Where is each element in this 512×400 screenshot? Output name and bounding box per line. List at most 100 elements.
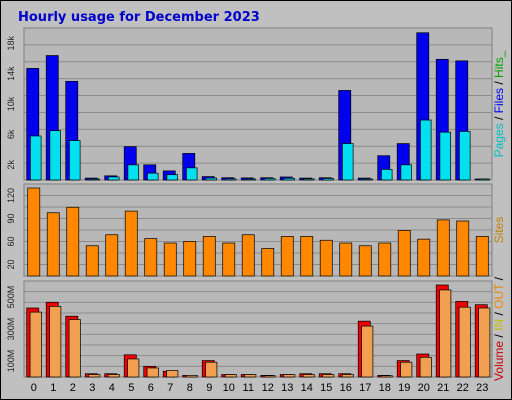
bar-out (478, 307, 491, 378)
y-tick-label: 500M (6, 286, 16, 309)
bar-visits (27, 187, 41, 277)
y-tick-label: 6k (6, 129, 16, 139)
bar-files (147, 172, 159, 181)
bar-visits (339, 242, 353, 277)
bar-visits (85, 245, 99, 277)
bar-visits (144, 238, 158, 277)
x-tick-label: 4 (109, 382, 115, 394)
bar-files (478, 178, 490, 181)
x-tick-label: 9 (206, 382, 212, 394)
bar-out (458, 306, 471, 378)
bar-visits (378, 242, 392, 277)
y-tick-label: 60 (6, 236, 16, 246)
side-label-part: / (492, 331, 506, 341)
x-tick-label: 5 (128, 382, 134, 394)
bar-files (439, 131, 451, 181)
bar-out (380, 375, 393, 378)
x-tick-label: 18 (379, 382, 391, 394)
bar-out (205, 361, 218, 378)
x-tick-label: 11 (243, 382, 254, 394)
bar-out (224, 374, 237, 378)
side-label-part: IN (492, 319, 506, 331)
bar-files (49, 130, 61, 181)
bar-visits (417, 238, 431, 277)
panel-area (23, 280, 493, 378)
bar-visits (222, 242, 236, 277)
side-label-part: Sites (492, 217, 506, 244)
panels-layer: 2k 6k 10k 14k 18k Pages / Files / Hits_ 20 60 90… (6, 27, 506, 381)
bar-visits (475, 236, 489, 277)
y-tick-label: 14k (6, 66, 16, 81)
x-tick-label: 22 (457, 382, 469, 394)
x-tick-label: 14 (301, 382, 313, 394)
x-tick-label: 10 (223, 382, 235, 394)
bar-out (244, 374, 257, 378)
bar-visits (183, 241, 197, 277)
bar-out (341, 374, 354, 378)
side-label-part: Hits_ (492, 50, 506, 78)
chart-title: Hourly usage for December 2023 (18, 10, 260, 25)
bar-files (108, 176, 120, 181)
x-tick-label: 13 (281, 382, 293, 394)
bar-out (49, 306, 62, 378)
bar-visits (319, 239, 333, 277)
bar-visits (46, 212, 60, 277)
bar-visits (300, 236, 314, 277)
y-tick-label: 90 (6, 213, 16, 223)
series-side-label: Pages / Files / Hits_ (492, 50, 506, 157)
x-tick-label: 21 (437, 382, 449, 394)
bar-visits (163, 242, 177, 277)
hour-axis: 0 1 2 3 4 5 6 7 8 9 10 11 12 13 14 15 16 17 18 19 20 21 22 23 (31, 382, 489, 394)
y-tick-label: 300M (6, 318, 16, 341)
bar-files (459, 131, 471, 181)
bar-visits (261, 248, 275, 277)
bar-files (205, 177, 217, 181)
bar-out (322, 374, 335, 378)
bar-files (264, 178, 276, 181)
y-tick-label: 120 (6, 188, 16, 203)
bar-files (322, 178, 334, 181)
side-label-part: OUT (492, 283, 506, 309)
x-tick-label: 3 (89, 382, 95, 394)
bar-files (361, 178, 373, 181)
bar-visits (241, 234, 255, 277)
bar-files (127, 164, 139, 181)
bar-files (283, 177, 295, 181)
bar-out (127, 358, 140, 378)
x-tick-label: 23 (476, 382, 488, 394)
x-tick-label: 7 (167, 382, 173, 394)
bar-files (244, 178, 256, 181)
bar-out (400, 361, 413, 378)
x-tick-label: 19 (398, 382, 410, 394)
bar-out (107, 374, 120, 378)
bar-files (381, 169, 393, 181)
bar-visits (66, 206, 80, 277)
bar-visits (436, 219, 450, 277)
bar-visits (124, 210, 138, 277)
x-tick-label: 1 (50, 382, 56, 394)
bar-out (166, 370, 179, 378)
bar-out (419, 356, 432, 378)
side-label-part: / (492, 309, 506, 319)
bar-out (29, 311, 42, 378)
bar-files (69, 140, 81, 181)
side-label-part: / (492, 78, 506, 88)
x-tick-label: 17 (359, 382, 371, 394)
bar-out (439, 289, 452, 378)
side-label-part: Pages (492, 123, 506, 157)
bar-files (30, 135, 42, 181)
bar-files (166, 174, 178, 181)
bar-files (303, 178, 315, 181)
bar-visits (397, 230, 411, 277)
x-tick-label: 2 (70, 382, 76, 394)
x-tick-label: 8 (187, 382, 193, 394)
bar-files (225, 178, 237, 181)
x-tick-label: 12 (262, 382, 274, 394)
y-tick-label: 18k (6, 35, 16, 50)
bar-files (186, 167, 198, 181)
x-tick-label: 15 (320, 382, 332, 394)
bar-out (185, 375, 198, 378)
side-label-part: Volume (492, 341, 506, 381)
bar-out (146, 367, 159, 378)
